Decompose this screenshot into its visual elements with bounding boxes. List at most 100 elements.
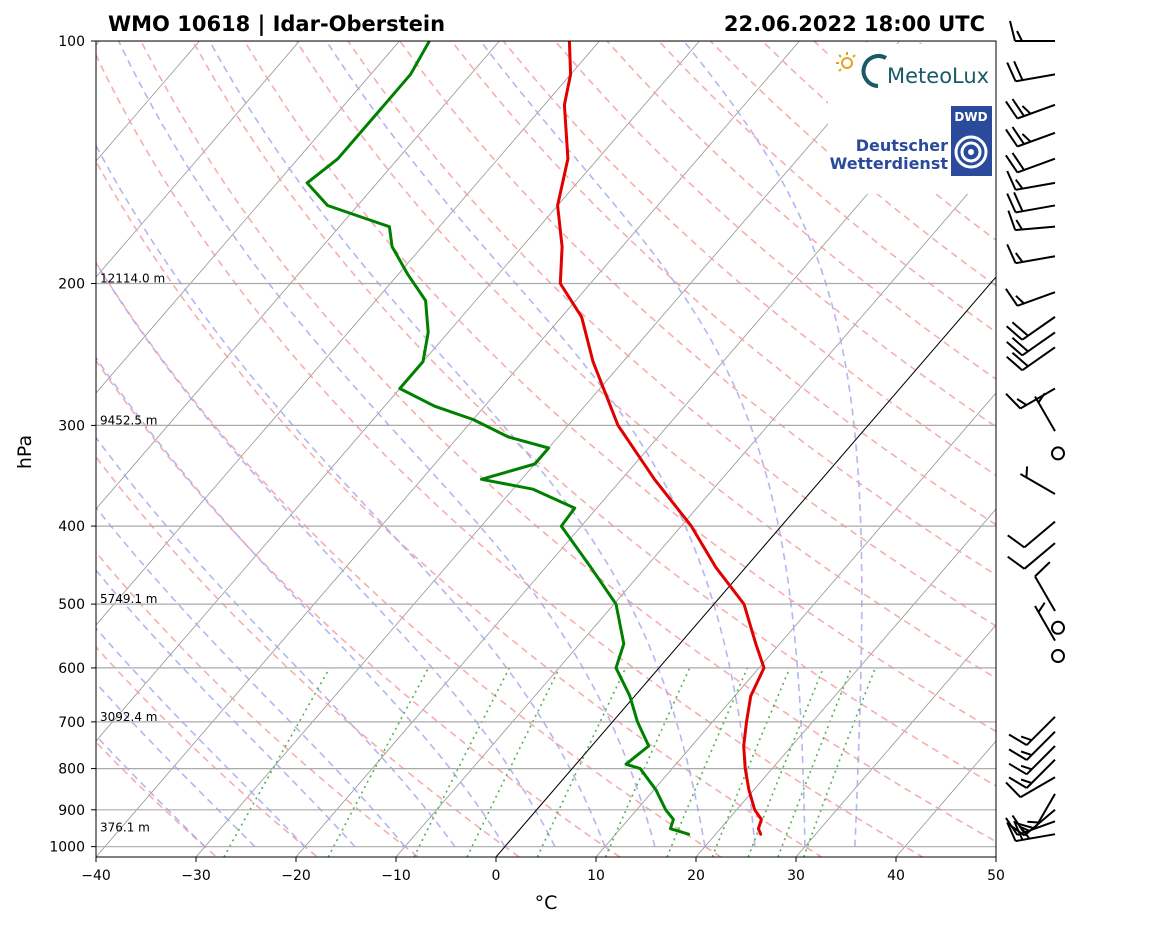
wind-barb	[1008, 745, 1056, 776]
chart-title-datetime: 22.06.2022 18:00 UTC	[724, 12, 985, 36]
isotherm-line	[96, 41, 600, 626]
x-tick-label: −20	[281, 868, 311, 884]
wind-barb	[1006, 346, 1056, 372]
wind-barb	[1005, 814, 1056, 836]
x-tick-label: 30	[787, 868, 805, 884]
dewpoint-profile-line	[305, 41, 691, 836]
wind-barb	[1005, 152, 1056, 174]
moist-adiabat-line	[96, 506, 406, 848]
wind-barb	[1006, 331, 1056, 357]
wind-barb	[1014, 793, 1056, 830]
dry-adiabat-line	[96, 550, 420, 857]
dry-adiabat-line	[399, 41, 996, 576]
x-tick-label: 10	[587, 868, 605, 884]
dry-adiabat-line	[140, 41, 996, 843]
plot-frame	[95, 40, 997, 858]
temperature-profile-line	[556, 41, 766, 836]
dwd-text-line1: Deutscher	[856, 136, 948, 155]
moist-adiabat-line	[683, 41, 863, 847]
x-tick-label: −30	[181, 868, 211, 884]
wind-barb	[1007, 809, 1056, 837]
wind-barb	[1051, 446, 1065, 461]
dry-adiabat-line	[606, 41, 996, 381]
mixing-ratio-line	[536, 667, 627, 857]
x-tick-label: −40	[81, 868, 111, 884]
wind-barb	[1006, 243, 1056, 265]
wind-barb	[1008, 731, 1056, 761]
x-tick-label: 40	[887, 868, 905, 884]
dry-adiabat-line	[96, 261, 723, 857]
y-tick-label: 700	[58, 715, 85, 731]
height-label: 12114.0 m	[100, 272, 165, 286]
dwd-badge-text: DWD	[954, 110, 987, 124]
y-tick-label: 500	[58, 597, 85, 613]
dry-adiabat-line	[96, 455, 521, 857]
wind-barb	[1005, 387, 1056, 410]
mixing-ratio-line	[223, 667, 331, 857]
wind-barb	[1006, 60, 1056, 83]
isotherm-line	[595, 392, 996, 857]
isotherm-line	[96, 41, 700, 742]
isotherm-line	[395, 160, 996, 857]
meteolux-logo: MeteoLux	[836, 52, 989, 88]
wind-barb	[1007, 520, 1056, 549]
isotherm-line	[795, 624, 996, 857]
wind-barb	[1051, 620, 1065, 635]
y-tick-label: 900	[58, 803, 85, 819]
dry-adiabat-line	[96, 159, 824, 857]
chart-title-station: WMO 10618 | Idar-Oberstein	[108, 12, 445, 37]
y-tick-label: 400	[58, 519, 85, 535]
meteolux-text: MeteoLux	[887, 64, 989, 88]
x-axis-label: °C	[535, 892, 558, 914]
background-lines	[0, 23, 996, 864]
mixing-ratio-line	[327, 667, 430, 857]
x-axis: −40 −30 −20 −10 0 10 20 30 40 50	[81, 857, 1005, 884]
y-axis: 100 200 300 400 500 600 700 800 900 1000	[49, 34, 96, 856]
mixing-ratio-line	[413, 667, 511, 857]
meteolux-swirl-icon	[861, 54, 887, 88]
moist-adiabat-line	[96, 681, 256, 848]
logos: MeteoLux DWD Deutscher Wetterdienst	[828, 44, 996, 194]
dry-adiabat-line	[96, 53, 925, 857]
dry-adiabat-line	[450, 41, 996, 526]
wind-barb	[1006, 191, 1056, 214]
wind-barb	[1019, 466, 1056, 495]
height-label: 3092.4 m	[100, 710, 158, 724]
wind-barb	[1034, 561, 1056, 612]
moist-adiabat-line	[479, 41, 806, 847]
moist-adiabat-line	[208, 41, 706, 847]
dwd-text-line2: Wetterdienst	[830, 154, 949, 173]
x-tick-label: −10	[381, 868, 411, 884]
height-label: 9452.5 m	[100, 413, 158, 427]
wind-barb	[1005, 776, 1056, 799]
isotherm-line	[0, 23, 15, 864]
wind-barb	[1006, 170, 1056, 191]
wind-barb	[1005, 98, 1056, 120]
dwd-badge	[951, 106, 992, 176]
y-tick-label: 1000	[49, 840, 85, 856]
sun-icon	[836, 52, 856, 72]
height-labels: 12114.0 m 9452.5 m 5749.1 m 3092.4 m 376.1 m	[100, 272, 165, 835]
dry-adiabat-line	[295, 41, 996, 680]
y-tick-label: 600	[58, 661, 85, 677]
moist-adiabat-line	[96, 144, 606, 848]
mixing-ratio-line	[666, 667, 749, 857]
zero-isotherm-line	[495, 276, 996, 857]
dwd-logo: DWD Deutscher Wetterdienst	[830, 106, 992, 176]
wind-barbs	[1005, 20, 1065, 843]
moist-adiabat-line	[325, 41, 756, 847]
dwd-spiral-icon	[954, 135, 988, 169]
isotherm-line	[96, 41, 400, 394]
isotherm-line	[695, 508, 996, 857]
isotherm-line	[96, 41, 800, 857]
y-tick-label: 800	[58, 762, 85, 778]
wind-barb	[1008, 759, 1056, 789]
dry-adiabat-line	[96, 645, 319, 857]
isotherm-line	[195, 41, 900, 857]
isotherm-line	[96, 41, 500, 510]
y-tick-label: 300	[58, 418, 85, 434]
dry-adiabat-line	[96, 740, 218, 857]
wind-barb	[1007, 210, 1056, 232]
y-tick-label: 100	[58, 34, 85, 50]
